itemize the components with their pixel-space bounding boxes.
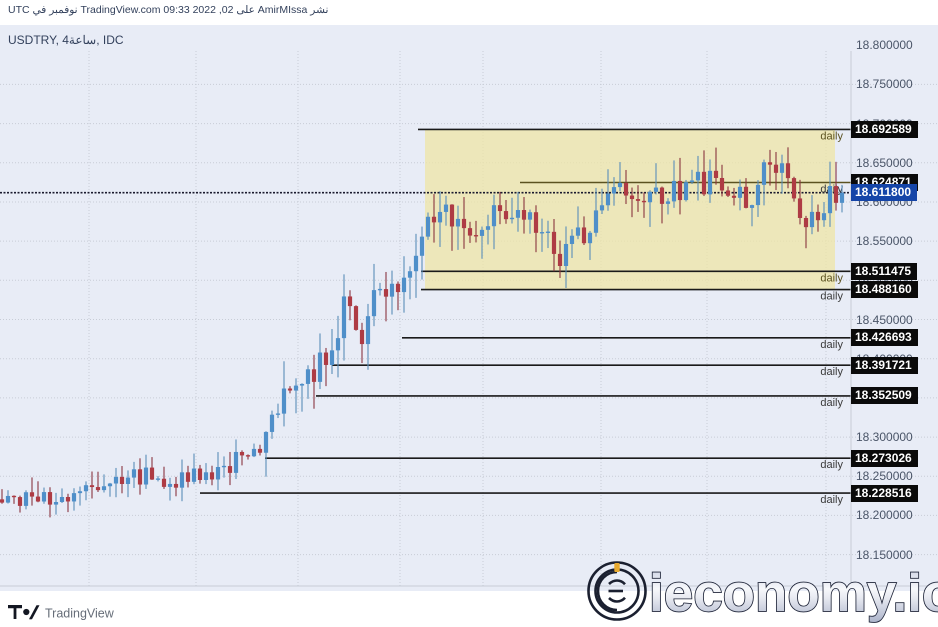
svg-text:daily: daily	[820, 339, 843, 351]
svg-text:daily: daily	[820, 291, 843, 303]
svg-text:daily: daily	[820, 130, 843, 142]
svg-text:daily: daily	[820, 272, 843, 284]
svg-text:daily: daily	[820, 397, 843, 409]
svg-text:daily: daily	[820, 366, 843, 378]
svg-text:TradingView: TradingView	[45, 607, 115, 621]
svg-text:ieconomy.io: ieconomy.io	[649, 564, 938, 623]
svg-text:daily: daily	[820, 459, 843, 471]
svg-text:daily: daily	[820, 494, 843, 506]
